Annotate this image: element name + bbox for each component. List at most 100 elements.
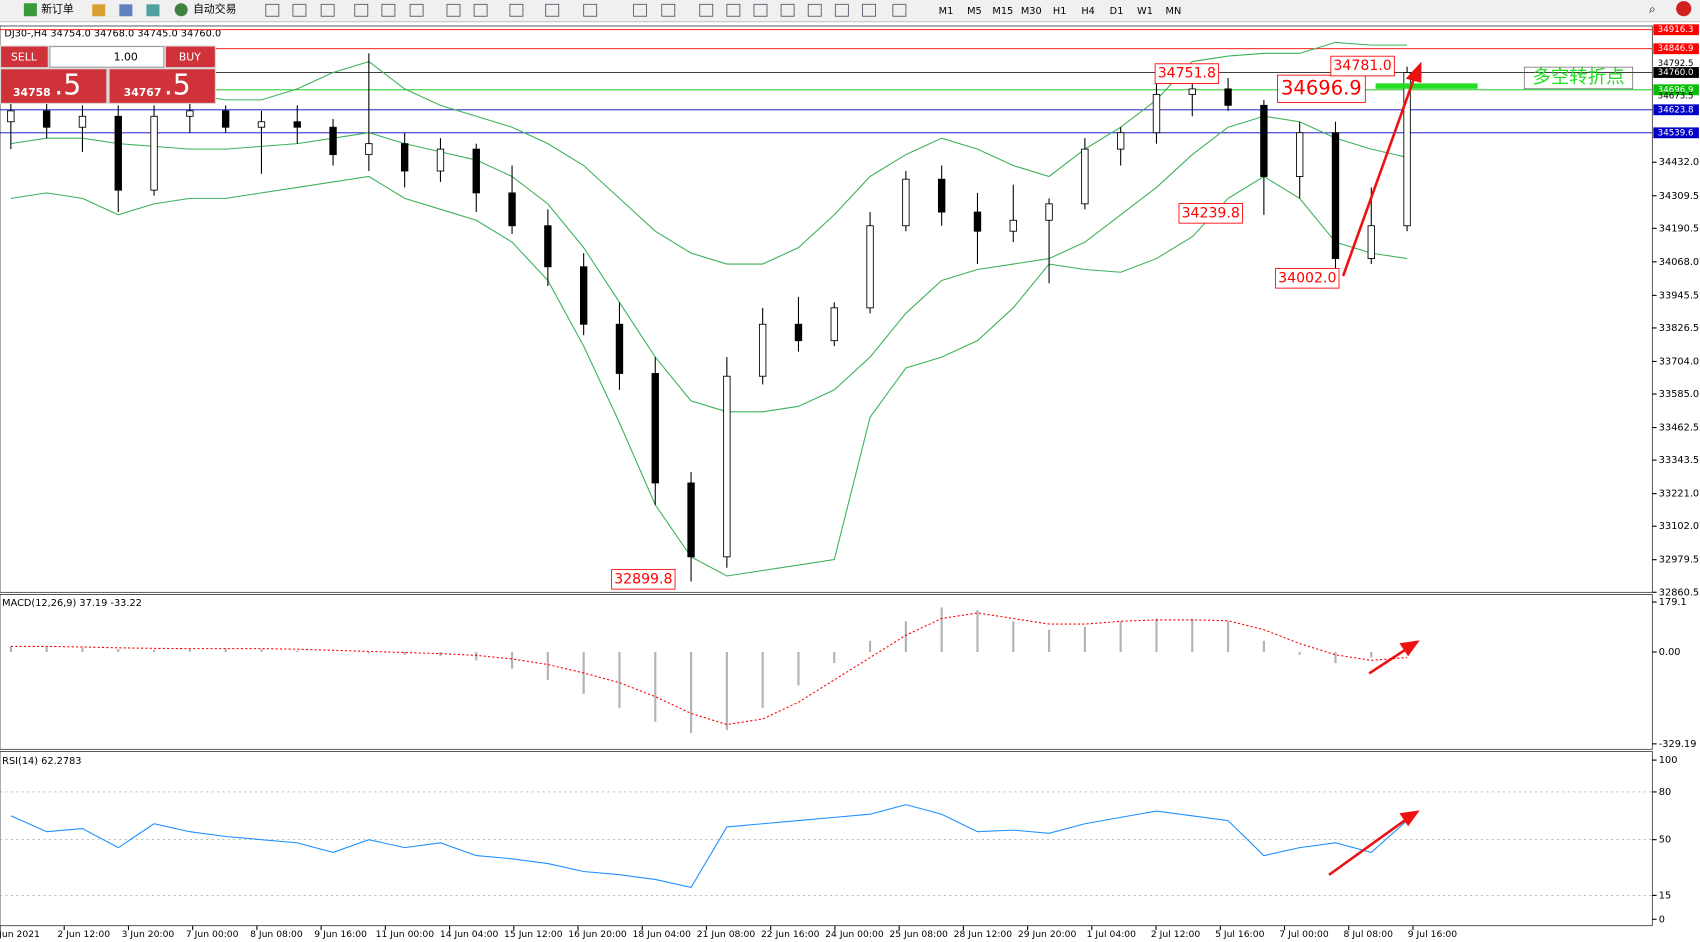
buy-button[interactable]: [165, 46, 215, 68]
tool-icon[interactable]: [807, 3, 822, 17]
price-marker-box: [1653, 43, 1699, 55]
timeframe-button[interactable]: M30: [1021, 6, 1042, 17]
sell-label[interactable]: SELL: [11, 50, 37, 63]
indicator-title: RSI(14) 62.2783: [2, 756, 81, 767]
candle-body: [794, 323, 803, 342]
candle-body: [687, 482, 695, 558]
new-order-icon[interactable]: [23, 3, 37, 17]
x-tick-label: 9 Jul 16:00: [1408, 929, 1458, 940]
tool-icon[interactable]: [753, 3, 768, 17]
tool-icon[interactable]: [862, 3, 876, 17]
timeframe-button[interactable]: M1: [939, 6, 954, 17]
x-tick-label: 18 Jun 04:00: [633, 929, 692, 940]
x-tick-label: 24 Jun 00:00: [825, 929, 884, 940]
auto-trading-button[interactable]: 自动交易: [193, 2, 236, 16]
timeframe-button[interactable]: M5: [967, 6, 982, 17]
search-icon[interactable]: ⌕: [1649, 2, 1656, 16]
tool-icon[interactable]: [661, 3, 676, 17]
x-tick-label: 22 Jun 16:00: [761, 929, 820, 940]
price-marker-box: [1653, 84, 1699, 96]
candle-body: [902, 178, 910, 227]
macd-arrow: [1368, 645, 1412, 675]
price-marker-label: 34623.8: [1658, 105, 1694, 115]
tool-icon[interactable]: [292, 3, 307, 17]
macd-bar: [403, 651, 406, 655]
tool-icon[interactable]: [446, 3, 461, 17]
tool-icon[interactable]: [509, 3, 524, 17]
bid-price: 34758: [13, 86, 51, 99]
candle-body: [579, 266, 588, 325]
timeframe-button[interactable]: W1: [1137, 6, 1153, 17]
notification-badge[interactable]: [1676, 1, 1692, 17]
tool-icon[interactable]: [473, 3, 488, 17]
candle-body: [758, 323, 767, 377]
macd-chart: MACD(12,26,9) 37.19 -33.22 179.1 0.00 -329.…: [2, 597, 1696, 750]
candle-body: [436, 148, 445, 172]
ask-price: 34767: [124, 86, 162, 99]
tool-icon[interactable]: [381, 3, 396, 17]
candle-body: [42, 110, 51, 128]
rsi-arrow: [1328, 815, 1412, 876]
candle-body: [472, 148, 480, 194]
bid-box[interactable]: [1, 69, 107, 103]
tool-icon[interactable]: [409, 3, 424, 17]
y-tick-label: 33462.5: [1659, 423, 1699, 434]
annotation-label: 32899.8: [614, 571, 672, 587]
arrow-head: [1405, 61, 1422, 83]
annotation-box: [1275, 267, 1340, 289]
ask-box[interactable]: [109, 69, 215, 103]
timeframe-button[interactable]: D1: [1110, 6, 1124, 17]
candle-body: [1081, 148, 1089, 205]
candle-body: [973, 211, 982, 232]
tool-icon[interactable]: [780, 3, 795, 17]
macd-bar: [152, 649, 156, 652]
x-tick-label: 7 Jul 00:00: [1279, 929, 1329, 940]
tool-icon[interactable]: [834, 3, 849, 17]
annotation-label: 34239.8: [1182, 205, 1240, 221]
auto-trading-icon[interactable]: [174, 3, 188, 17]
annotation-box: [1178, 203, 1243, 224]
timeframe-button[interactable]: H1: [1053, 6, 1067, 17]
tool-icon[interactable]: [892, 3, 907, 17]
candle-body: [1116, 132, 1125, 150]
tool-icon[interactable]: [583, 3, 598, 17]
macd-bar: [1262, 640, 1265, 652]
annotation-box: [1277, 74, 1366, 103]
x-tick-label: 8 Jul 08:00: [1344, 929, 1394, 940]
timeframe-button[interactable]: M15: [992, 6, 1013, 17]
tool-icon[interactable]: [320, 3, 335, 17]
macd-bar: [1047, 629, 1051, 652]
tool-icon[interactable]: [545, 3, 560, 17]
volume-value[interactable]: 1.00: [114, 50, 138, 63]
ask-pips: .5: [164, 69, 191, 102]
x-tick-label: 25 Jun 08:00: [889, 929, 948, 940]
macd-bar: [367, 651, 370, 654]
timeframe-button[interactable]: H4: [1081, 6, 1095, 17]
y-tick-label: 33343.5: [1659, 455, 1699, 466]
macd-bar: [797, 651, 800, 686]
volume-input[interactable]: [49, 46, 165, 68]
tool-icon[interactable]: [699, 3, 714, 17]
tool-icon[interactable]: [633, 3, 648, 17]
tool-icon[interactable]: [354, 3, 369, 17]
new-order-button[interactable]: 新订单: [41, 2, 74, 16]
macd-bar: [1334, 651, 1337, 664]
candle-body: [544, 225, 552, 268]
tool-icon[interactable]: [92, 4, 106, 17]
candle-body: [1295, 132, 1304, 177]
timeframe-button[interactable]: MN: [1166, 6, 1182, 17]
sell-button[interactable]: [1, 46, 48, 68]
macd-bar: [546, 651, 549, 680]
buy-label[interactable]: BUY: [179, 50, 201, 63]
macd-bar: [224, 648, 227, 652]
arrow-head: [1399, 810, 1420, 827]
bid-pips: .5: [54, 69, 81, 102]
toolbar: [0, 0, 1700, 22]
tool-icon[interactable]: [265, 3, 280, 17]
macd-bar: [1119, 621, 1122, 652]
tool-icon[interactable]: [146, 4, 160, 17]
tool-icon[interactable]: [726, 3, 741, 17]
rsi-panel: [0, 751, 1653, 927]
tool-icon[interactable]: [119, 4, 133, 17]
